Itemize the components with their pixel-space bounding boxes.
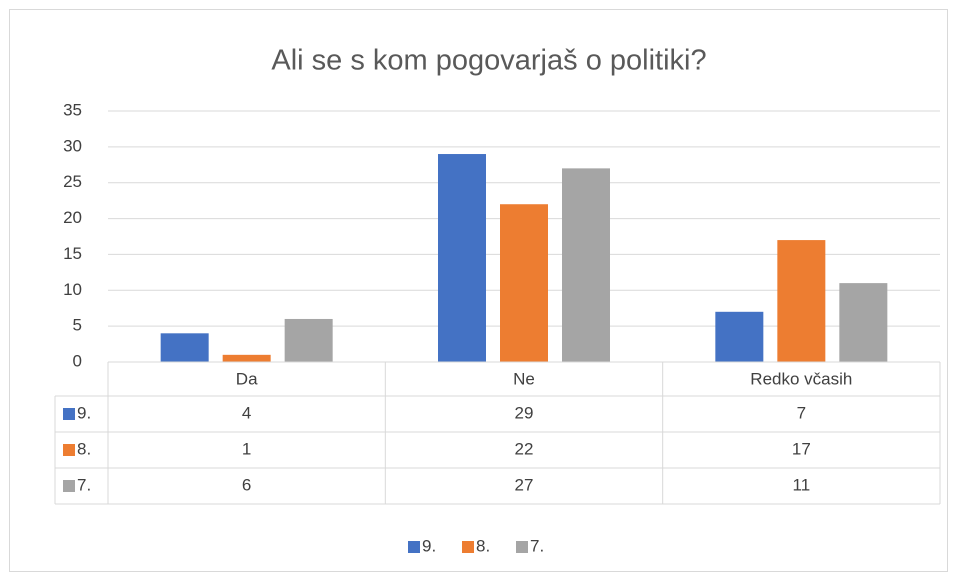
x-tick-label: Ne — [513, 369, 535, 388]
legend-label: 7. — [530, 536, 544, 555]
y-tick-label: 25 — [63, 172, 82, 191]
y-tick-label: 0 — [73, 351, 82, 370]
legend-key — [516, 541, 528, 553]
legend-label: 9. — [422, 536, 436, 555]
table-legend-key — [63, 408, 75, 420]
table-series-name: 8. — [77, 439, 91, 458]
table-value: 1 — [242, 439, 251, 458]
y-tick-label: 10 — [63, 280, 82, 299]
table-value: 6 — [242, 475, 251, 494]
table-value: 27 — [515, 475, 534, 494]
bar — [222, 354, 271, 362]
bar — [715, 311, 764, 362]
table-value: 7 — [797, 403, 806, 422]
bar — [562, 168, 610, 362]
bar — [438, 154, 486, 362]
bar — [160, 333, 209, 362]
table-series-name: 9. — [77, 403, 91, 422]
y-tick-label: 20 — [63, 208, 82, 227]
chart-title: Ali se s kom pogovarjaš o politiki? — [271, 45, 706, 77]
legend-label: 8. — [476, 536, 490, 555]
bar — [839, 283, 888, 362]
y-tick-label: 35 — [63, 100, 82, 119]
table-value: 11 — [793, 475, 811, 494]
table-legend-key — [63, 444, 75, 456]
bar — [284, 318, 333, 362]
x-tick-label: Da — [236, 369, 258, 388]
y-tick-label: 5 — [73, 316, 82, 335]
y-tick-label: 30 — [63, 136, 82, 155]
table-value: 17 — [792, 439, 811, 458]
legend-key — [462, 541, 474, 553]
table-legend-key — [63, 480, 75, 492]
bar — [500, 204, 548, 362]
legend-key — [408, 541, 420, 553]
table-value: 22 — [515, 439, 534, 458]
table-value: 4 — [242, 403, 251, 422]
x-tick-label: Redko včasih — [750, 369, 852, 388]
bar — [777, 240, 826, 362]
table-value: 29 — [515, 403, 534, 422]
table-series-name: 7. — [77, 475, 91, 494]
y-tick-label: 15 — [63, 244, 82, 263]
